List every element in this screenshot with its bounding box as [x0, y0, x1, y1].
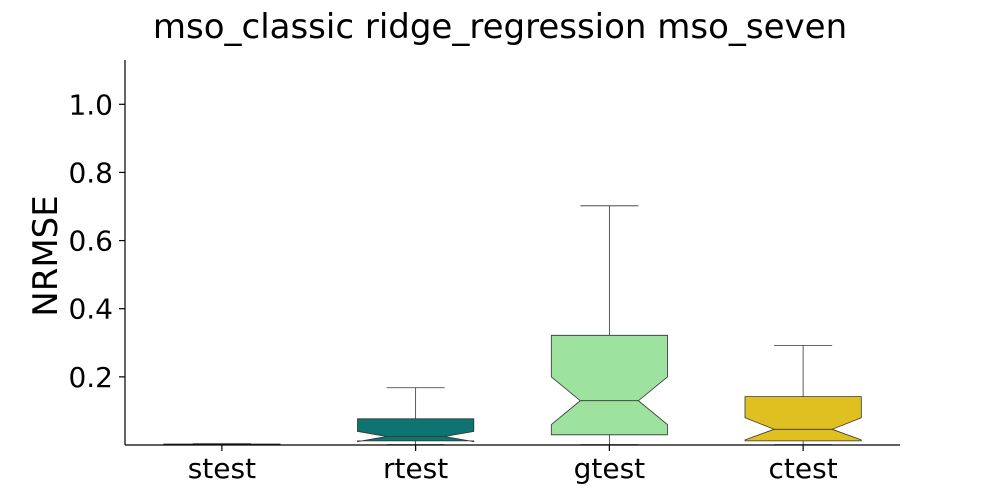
x-tick-label: ctest: [769, 452, 838, 485]
box-body: [357, 418, 475, 443]
box-body: [550, 334, 668, 436]
box-ctest: [744, 345, 862, 446]
chart-title: mso_classic ridge_regression mso_seven: [153, 7, 847, 47]
y-tick-label: 0.2: [68, 361, 113, 394]
y-tick-label: 0.8: [68, 156, 113, 189]
box-rtest: [357, 387, 475, 446]
y-axis-label: NRMSE: [26, 195, 66, 316]
x-tick-label: gtest: [574, 452, 646, 485]
x-tick-label: rtest: [383, 452, 448, 485]
box-gtest: [550, 205, 668, 446]
y-tick-label: 1.0: [68, 88, 113, 121]
y-tick-label: 0.6: [68, 225, 113, 258]
x-tick-label: stest: [188, 452, 256, 485]
x-ticks: stest rtest gtest ctest: [188, 445, 838, 485]
y-tick-label: 0.4: [68, 293, 113, 326]
y-ticks: 0.2 0.4 0.6 0.8 1.0: [68, 88, 125, 394]
box-body: [744, 396, 862, 442]
plot-area: [163, 205, 862, 446]
